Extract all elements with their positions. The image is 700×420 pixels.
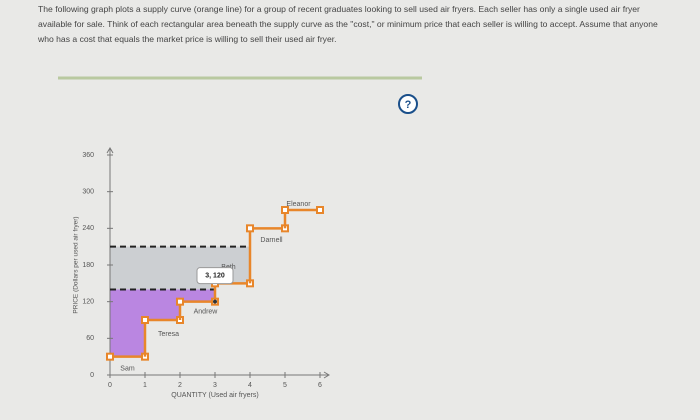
seller-label: Darnell bbox=[260, 237, 283, 244]
step-marker bbox=[106, 352, 114, 361]
step-marker bbox=[246, 224, 254, 233]
seller-label: Teresa bbox=[158, 331, 179, 338]
y-tick-label: 0 bbox=[90, 372, 94, 379]
step-marker bbox=[176, 297, 184, 306]
x-tick-label: 4 bbox=[248, 382, 252, 389]
point-label-box bbox=[196, 267, 234, 285]
point-label: 3, 120 bbox=[205, 273, 225, 280]
y-tick-label: 360 bbox=[82, 152, 94, 159]
x-tick-label: 6 bbox=[318, 382, 322, 389]
instructions: The following graph plots a supply curve… bbox=[38, 4, 658, 44]
seller-label: Eleanor bbox=[286, 201, 311, 208]
y-tick-label: 120 bbox=[82, 299, 94, 306]
x-axis-title: QUANTITY (Used air fryers) bbox=[171, 392, 258, 399]
y-tick-label: 180 bbox=[82, 262, 94, 269]
y-tick-label: 300 bbox=[82, 189, 94, 196]
help-text[interactable]: ? bbox=[405, 99, 412, 111]
step-marker bbox=[281, 206, 289, 214]
step-marker bbox=[141, 316, 149, 324]
seller-label: Sam bbox=[120, 366, 135, 373]
cost-area bbox=[145, 289, 180, 320]
x-arrow bbox=[323, 371, 330, 379]
y-tick-label: 240 bbox=[82, 225, 94, 232]
cost-area bbox=[180, 289, 215, 302]
cost-area bbox=[110, 289, 145, 357]
step-marker bbox=[316, 206, 324, 214]
x-tick-label: 1 bbox=[143, 382, 147, 389]
point bbox=[213, 299, 217, 304]
surplus-area bbox=[145, 246, 180, 290]
seller-label: Andrew bbox=[194, 309, 219, 316]
x-tick-label: 2 bbox=[178, 382, 182, 389]
y-tick-label: 60 bbox=[86, 335, 94, 342]
x-tick-label: 3 bbox=[213, 382, 217, 389]
x-tick-label: 5 bbox=[283, 382, 287, 389]
y-axis-title: PRICE (Dollars per used air fryer) bbox=[73, 216, 80, 313]
x-tick-label: 0 bbox=[108, 382, 112, 389]
surplus-area bbox=[110, 246, 145, 290]
y-arrow bbox=[106, 147, 114, 154]
help-icon[interactable] bbox=[398, 94, 418, 114]
